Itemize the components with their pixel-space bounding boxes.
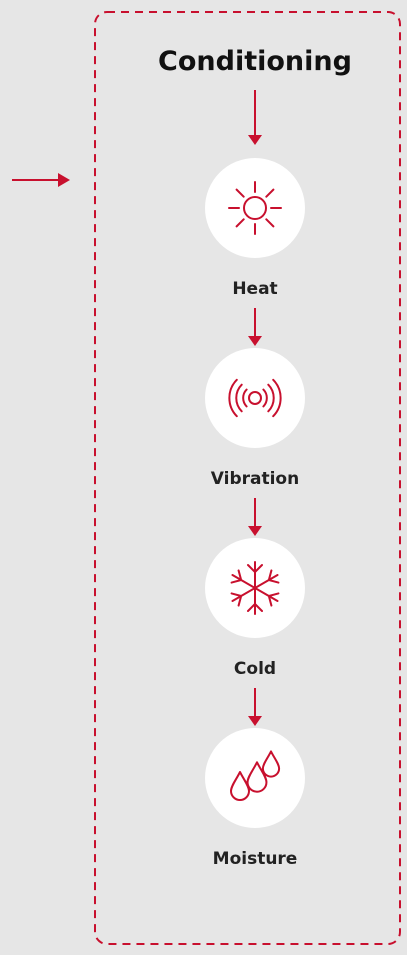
node: Moisture [205,728,305,869]
icon-circle [205,158,305,258]
arrow-head [248,526,262,536]
node-label: Vibration [211,469,299,489]
wave [228,378,282,418]
arrow-head [248,135,262,145]
title: Conditioning [158,46,352,77]
flow: Heat Vibration Cold Moisture [205,90,305,869]
flake [230,561,280,615]
arrow [248,308,262,346]
icon-circle [205,728,305,828]
arrow-head [248,716,262,726]
node-label: Cold [234,659,276,679]
arrow-head [248,336,262,346]
group-border [94,11,401,945]
icon-circle [205,348,305,448]
arrow [248,90,262,145]
drops [230,750,281,801]
wave [242,388,268,408]
node: Vibration [205,348,305,489]
node-label: Moisture [213,849,298,869]
wave [235,383,275,413]
sun [243,196,267,220]
rays [228,181,282,235]
node: Cold [205,538,305,679]
arrow [248,688,262,726]
core [248,391,262,405]
node: Heat [205,158,305,299]
entry-arrow [12,173,70,187]
node-label: Heat [232,279,277,299]
arrow [248,498,262,536]
